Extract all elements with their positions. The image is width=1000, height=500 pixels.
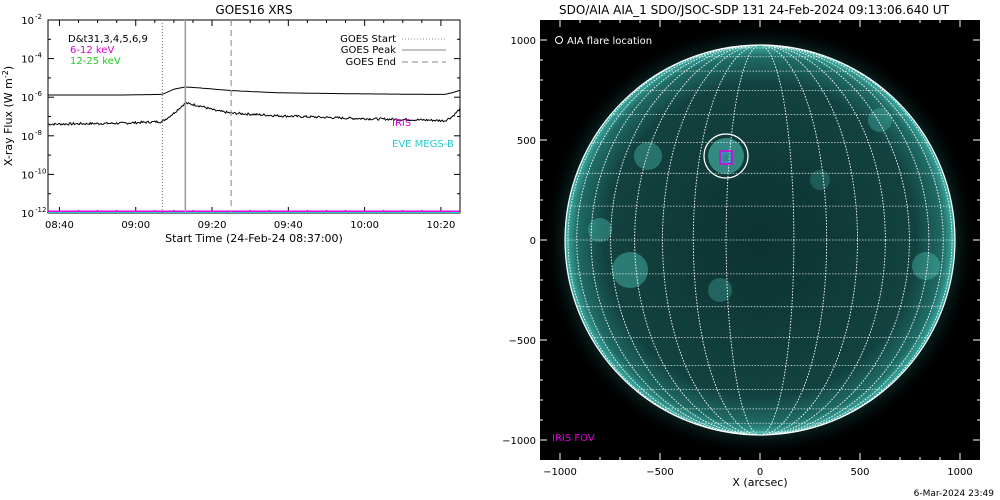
y-tick-label: 10 <box>21 132 34 143</box>
longitude-line <box>590 45 930 435</box>
y-tick-label: 10 <box>21 170 34 181</box>
y-tick-label: 1000 <box>511 36 536 47</box>
y-tick-label-exponent: -12 <box>35 206 46 214</box>
x-tick-label: −1000 <box>543 467 577 478</box>
legend-channel-6-12kev: 6-12 keV <box>70 45 114 56</box>
active-region-glow <box>634 142 662 170</box>
iris-fov-slit-box <box>721 152 731 163</box>
goes-series-line-1 <box>48 101 460 126</box>
y-tick-label-exponent: -8 <box>35 129 42 137</box>
goes-x-axis-label: Start Time (24-Feb-24 08:37:00) <box>165 232 343 245</box>
longitude-line <box>634 45 886 435</box>
x-tick-label: 500 <box>850 467 869 478</box>
flare-location-marker <box>703 133 749 179</box>
y-tick-label-exponent: -2 <box>35 13 42 21</box>
goes-chart-title: GOES16 XRS <box>215 3 292 17</box>
flare-legend-label: AIA flare location <box>567 36 652 47</box>
active-region-glow <box>708 278 732 302</box>
legend-goes-peak-label: GOES Peak <box>341 45 396 56</box>
x-tick-label: 09:00 <box>121 220 150 231</box>
iris-fov-label: IRIS FOV <box>552 433 595 444</box>
goes-event-lines <box>161 20 232 213</box>
legend-goes-start-label: GOES Start <box>340 34 396 45</box>
solar-active-regions <box>588 108 940 302</box>
aia-x-axis-label: X (arcsec) <box>732 476 787 489</box>
y-tick-label: 10 <box>21 209 34 220</box>
solar-limb <box>564 44 956 436</box>
active-region-glow <box>810 170 830 190</box>
y-tick-label: 10 <box>21 16 34 27</box>
x-tick-label: 09:40 <box>274 220 303 231</box>
goes-y-axis-label-exp: -2 <box>1 70 10 78</box>
x-tick-label: 10:20 <box>427 220 456 231</box>
x-tick-label: 0 <box>757 467 763 478</box>
x-tick-label: 10:00 <box>350 220 379 231</box>
longitude-line <box>662 45 858 435</box>
y-tick-label: 10 <box>21 93 34 104</box>
legend-channel-detectors: D&t31,3,4,5,6,9 <box>68 34 148 45</box>
active-region-glow <box>868 108 892 132</box>
y-tick-label: −500 <box>509 336 536 347</box>
annotation-iris: IRIS <box>392 118 411 129</box>
legend-channel-12-25kev: 12-25 keV <box>70 56 121 67</box>
active-region-glow <box>588 218 612 242</box>
y-tick-label-exponent: -6 <box>35 90 43 98</box>
aia-y-axis: −1000 −500 0 500 1000 <box>502 36 980 447</box>
goes-y-axis-label-close: ) <box>2 66 15 70</box>
active-region-glow <box>708 138 744 174</box>
goes-plot-frame <box>47 19 461 214</box>
y-tick-label-exponent: -10 <box>35 167 46 175</box>
aia-image-title: SDO/AIA AIA_1 SDO/JSOC-SDP 131 24-Feb-20… <box>559 3 950 17</box>
footer-timestamp: 6-Mar-2024 23:49 <box>914 489 995 499</box>
goes-series-group <box>48 86 460 213</box>
y-tick-label-exponent: -4 <box>35 52 43 60</box>
heliographic-grid <box>565 45 955 435</box>
goes-series-line-0 <box>48 86 460 96</box>
goes-y-axis-label: X-ray Flux (W m-2) <box>1 66 15 166</box>
goes-y-axis-label-text: X-ray Flux (W m <box>2 78 15 166</box>
active-region-glow <box>612 252 648 288</box>
y-tick-label: 10 <box>21 55 34 66</box>
longitude-line <box>610 45 910 435</box>
longitude-line <box>692 45 828 435</box>
active-region-glow <box>912 252 940 280</box>
goes-x-axis: 08:40 09:00 09:20 09:40 10:00 10:20 <box>45 20 461 231</box>
iris-fov-box <box>719 150 733 165</box>
aia-x-axis: −1000 −500 0 500 1000 <box>543 20 973 478</box>
x-tick-label: 09:20 <box>198 220 227 231</box>
legend-goes-end-label: GOES End <box>346 57 396 68</box>
longitude-line <box>567 45 953 435</box>
y-tick-label: 500 <box>517 136 536 147</box>
aia-image-panel: SDO/AIA AIA_1 SDO/JSOC-SDP 131 24-Feb-20… <box>502 3 980 489</box>
x-tick-label: −500 <box>646 467 673 478</box>
x-tick-label: 08:40 <box>45 220 74 231</box>
flare-legend-icon <box>555 36 563 44</box>
longitude-line <box>725 45 795 435</box>
y-tick-label: −1000 <box>502 436 536 447</box>
x-tick-label: 1000 <box>947 467 972 478</box>
longitude-line <box>576 45 944 435</box>
y-tick-label: 0 <box>530 236 536 247</box>
annotation-eve-megs-b: EVE MEGS-B <box>392 139 454 150</box>
